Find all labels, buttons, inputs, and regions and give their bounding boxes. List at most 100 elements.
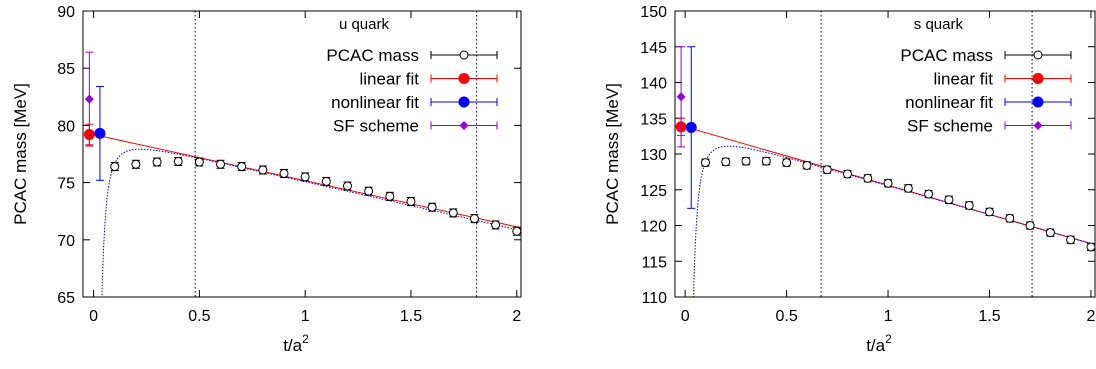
legend-title: s quark	[914, 16, 964, 33]
x-axis-label-main: t/a	[866, 336, 885, 355]
x-axis-label-superscript: 2	[885, 332, 892, 346]
data-point	[903, 183, 913, 193]
data-point	[110, 162, 120, 172]
data-point	[258, 165, 268, 175]
legend-label: nonlinear fit	[331, 93, 419, 112]
legend-label: nonlinear fit	[905, 93, 993, 112]
y-tick-label: 110	[641, 290, 667, 307]
legend-label: SF scheme	[907, 117, 993, 136]
legend-marker	[1033, 50, 1043, 60]
legend-label: SF scheme	[333, 117, 419, 136]
data-point	[342, 181, 352, 191]
x-tick-label: 1	[884, 308, 893, 325]
data-point	[1086, 242, 1095, 252]
y-tick-label: 90	[57, 4, 75, 21]
y-tick-label: 115	[641, 254, 667, 271]
data-point	[152, 157, 162, 167]
data-point	[1066, 235, 1076, 245]
data-point	[842, 169, 852, 179]
data-point	[700, 158, 710, 168]
nonlinear-fit-curve	[101, 148, 521, 297]
x-axis-label-superscript: 2	[302, 332, 309, 346]
data-point	[741, 156, 751, 166]
y-tick-label: 135	[640, 111, 667, 128]
data-point	[761, 156, 771, 166]
x-tick-label: 1.5	[400, 308, 422, 325]
x-axis-label-main: t/a	[283, 336, 302, 355]
data-point	[984, 207, 994, 217]
x-tick-label: 2	[512, 308, 521, 325]
y-axis-label: PCAC mass [MeV]	[603, 83, 622, 225]
legend-marker	[1032, 96, 1044, 108]
data-point	[782, 158, 792, 168]
data-point	[237, 162, 247, 172]
x-tick-label: 0	[681, 308, 690, 325]
data-point	[279, 168, 289, 178]
y-tick-label: 70	[57, 233, 75, 250]
legend-label: PCAC mass	[900, 46, 993, 65]
data-point	[427, 202, 437, 212]
sf-point	[676, 92, 686, 102]
x-tick-label: 0.5	[775, 308, 797, 325]
y-tick-label: 130	[640, 147, 667, 164]
y-tick-label: 150	[640, 4, 667, 21]
legend-title: u quark	[339, 16, 390, 33]
data-point	[194, 157, 204, 167]
data-point	[300, 172, 310, 182]
data-point	[385, 191, 395, 201]
x-axis-label: t/a2	[866, 332, 892, 355]
y-tick-label: 125	[640, 183, 667, 200]
fit-point	[685, 122, 697, 134]
data-point	[321, 176, 331, 186]
y-tick-label: 120	[640, 219, 667, 236]
legend-marker	[1032, 73, 1044, 84]
sf-point	[84, 94, 94, 104]
plot-area	[83, 51, 521, 297]
legend-label: PCAC mass	[326, 46, 419, 65]
y-tick-label: 85	[57, 61, 75, 78]
s-quark-panel: 110 115 120 125 130 135 140 145 150 0 0.5 1 1.5 2 PCAC…	[603, 4, 1096, 355]
y-tick-label: 75	[57, 176, 75, 193]
x-tick-label: 2	[1086, 308, 1095, 325]
data-point	[173, 156, 183, 166]
data-point	[883, 178, 893, 188]
data-point	[863, 173, 873, 183]
y-tick-label: 80	[57, 118, 75, 135]
legend-marker	[1033, 121, 1043, 130]
data-point	[944, 195, 954, 205]
y-tick-label: 140	[640, 76, 667, 93]
data-point	[491, 220, 501, 230]
data-point	[448, 208, 458, 218]
nonlinear-fit-curve	[693, 145, 1095, 297]
data-point	[216, 159, 226, 169]
data-point	[131, 159, 141, 169]
x-tick-label: 0	[89, 308, 98, 325]
data-point	[469, 214, 479, 224]
y-tick-label: 65	[57, 290, 75, 307]
data-point	[721, 157, 731, 167]
y-axis-label: PCAC mass [MeV]	[11, 83, 30, 225]
legend-label: linear fit	[359, 70, 419, 89]
plot-frame	[82, 10, 522, 298]
x-tick-label: 1.5	[978, 308, 1000, 325]
legend-marker	[459, 50, 469, 60]
data-point	[364, 186, 374, 196]
data-point	[406, 196, 416, 206]
data-point	[924, 189, 934, 199]
data-point	[512, 226, 521, 236]
data-point	[1045, 228, 1055, 238]
x-axis-label: t/a2	[283, 332, 309, 355]
data-point	[1025, 221, 1035, 230]
data-point	[822, 165, 832, 175]
legend-marker	[459, 121, 469, 130]
legend-marker	[458, 96, 470, 108]
y-tick-label: 145	[640, 40, 667, 57]
data-point	[964, 200, 974, 210]
legend-marker	[458, 73, 470, 84]
fit-point	[94, 127, 106, 139]
plot-area	[675, 46, 1095, 297]
plot-frame	[674, 10, 1096, 298]
x-tick-label: 1	[301, 308, 310, 325]
